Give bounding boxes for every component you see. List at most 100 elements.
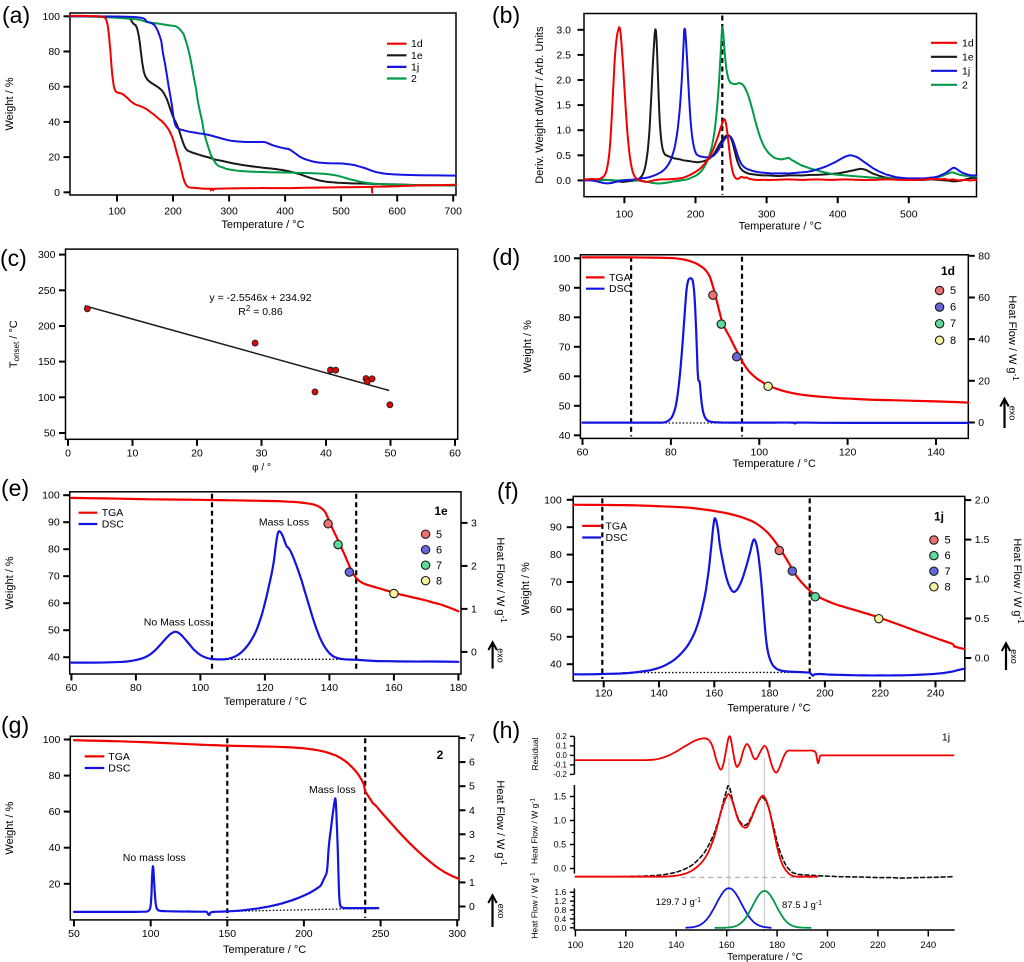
svg-text:40: 40 <box>320 447 332 459</box>
svg-text:300: 300 <box>448 928 466 940</box>
svg-text:60: 60 <box>449 447 461 459</box>
svg-text:220: 220 <box>871 688 889 700</box>
svg-text:60: 60 <box>550 604 562 616</box>
svg-text:50: 50 <box>44 428 56 440</box>
svg-text:5: 5 <box>436 529 442 541</box>
svg-text:1.0: 1.0 <box>556 125 571 137</box>
svg-text:(f): (f) <box>497 478 519 504</box>
svg-text:70: 70 <box>550 577 562 589</box>
svg-text:2: 2 <box>437 748 444 762</box>
svg-text:0.1: 0.1 <box>556 742 567 751</box>
svg-text:0.5: 0.5 <box>556 150 571 162</box>
svg-text:100: 100 <box>142 928 160 940</box>
svg-text:300: 300 <box>220 206 238 218</box>
svg-text:1j: 1j <box>962 65 970 77</box>
svg-text:6: 6 <box>950 302 956 314</box>
svg-text:0.0: 0.0 <box>975 653 990 665</box>
svg-text:140: 140 <box>650 688 668 700</box>
svg-text:60: 60 <box>66 682 78 694</box>
svg-text:300: 300 <box>758 209 776 221</box>
svg-text:500: 500 <box>332 206 350 218</box>
svg-text:0: 0 <box>471 646 477 658</box>
svg-text:0.0: 0.0 <box>554 923 566 933</box>
svg-text:1.0: 1.0 <box>975 574 990 586</box>
svg-text:(b): (b) <box>492 2 520 28</box>
svg-text:100: 100 <box>108 206 126 218</box>
svg-text:Weight / %: Weight / % <box>520 562 532 615</box>
svg-text:80: 80 <box>48 46 60 58</box>
svg-text:30: 30 <box>256 447 268 459</box>
svg-text:Heat Flow / W g-1: Heat Flow / W g-1 <box>494 780 508 866</box>
svg-text:8: 8 <box>950 335 956 347</box>
svg-text:Heat Flow / W g-1: Heat Flow / W g-1 <box>1011 538 1024 624</box>
svg-text:70: 70 <box>559 341 571 353</box>
svg-text:Mass Loss: Mass Loss <box>259 517 309 529</box>
svg-text:0.5: 0.5 <box>975 613 990 625</box>
svg-text:40: 40 <box>550 659 562 671</box>
svg-text:1j: 1j <box>934 510 944 524</box>
svg-text:50: 50 <box>559 400 571 412</box>
svg-text:120: 120 <box>839 446 857 458</box>
svg-text:y = -2.5546x + 234.92: y = -2.5546x + 234.92 <box>209 292 311 304</box>
svg-text:60: 60 <box>48 598 60 610</box>
svg-text:1.6: 1.6 <box>554 887 566 897</box>
svg-text:Temperature / °C: Temperature / °C <box>733 458 816 470</box>
svg-text:-0.2: -0.2 <box>553 770 566 779</box>
svg-text:200: 200 <box>816 688 834 700</box>
svg-text:700: 700 <box>444 206 462 218</box>
svg-text:180: 180 <box>769 940 785 951</box>
svg-text:Mass loss: Mass loss <box>309 784 356 796</box>
svg-text:TGA: TGA <box>108 751 130 763</box>
svg-text:8: 8 <box>945 581 951 593</box>
svg-text:Heat Flow / W g-1: Heat Flow / W g-1 <box>1006 295 1020 381</box>
svg-text:Weight / %: Weight / % <box>522 320 534 373</box>
svg-text:400: 400 <box>829 209 847 221</box>
svg-text:50: 50 <box>550 631 562 643</box>
svg-text:80: 80 <box>550 549 562 561</box>
svg-text:1e: 1e <box>411 50 423 62</box>
svg-text:90: 90 <box>550 522 562 534</box>
svg-text:2: 2 <box>469 853 475 865</box>
svg-text:(c): (c) <box>0 245 27 271</box>
svg-text:50: 50 <box>48 625 60 637</box>
svg-text:80: 80 <box>48 544 60 556</box>
svg-text:7: 7 <box>436 560 442 572</box>
svg-text:1e: 1e <box>434 504 448 518</box>
svg-text:1j: 1j <box>411 61 419 73</box>
svg-text:5: 5 <box>945 535 951 547</box>
svg-text:20: 20 <box>978 375 990 387</box>
svg-text:5: 5 <box>469 781 475 793</box>
svg-text:80: 80 <box>665 446 677 458</box>
svg-text:100: 100 <box>43 734 61 746</box>
svg-text:50: 50 <box>68 928 80 940</box>
svg-text:600: 600 <box>388 206 406 218</box>
svg-text:60: 60 <box>49 806 61 818</box>
svg-text:R2 = 0.86: R2 = 0.86 <box>238 304 283 318</box>
svg-text:40: 40 <box>49 842 61 854</box>
svg-text:0.2: 0.2 <box>556 732 567 741</box>
svg-text:1j: 1j <box>942 732 950 744</box>
svg-text:2: 2 <box>962 79 968 91</box>
svg-text:1.5: 1.5 <box>975 534 990 546</box>
svg-text:3.0: 3.0 <box>556 24 571 36</box>
svg-text:Temperature / °C: Temperature / °C <box>221 219 304 231</box>
svg-text:250: 250 <box>38 285 56 297</box>
svg-text:exo: exo <box>496 648 506 663</box>
svg-text:1: 1 <box>469 877 475 889</box>
svg-text:2: 2 <box>411 73 417 85</box>
svg-text:φ / °: φ / ° <box>252 462 271 473</box>
svg-text:20: 20 <box>48 152 60 164</box>
svg-text:No mass loss: No mass loss <box>123 852 186 864</box>
svg-text:100: 100 <box>616 209 634 221</box>
svg-text:80: 80 <box>130 682 142 694</box>
svg-text:(h): (h) <box>492 717 520 743</box>
svg-text:7: 7 <box>945 566 951 578</box>
svg-text:100: 100 <box>553 253 571 265</box>
svg-text:Deriv. Weight dW/dT / Arb. Uni: Deriv. Weight dW/dT / Arb. Units <box>534 26 546 184</box>
svg-text:Residual: Residual <box>530 737 540 770</box>
svg-text:2.0: 2.0 <box>556 75 571 87</box>
svg-text:100: 100 <box>751 446 769 458</box>
svg-text:Temperature / °C: Temperature / °C <box>727 952 803 962</box>
svg-text:120: 120 <box>618 940 634 951</box>
svg-text:40: 40 <box>48 116 60 128</box>
